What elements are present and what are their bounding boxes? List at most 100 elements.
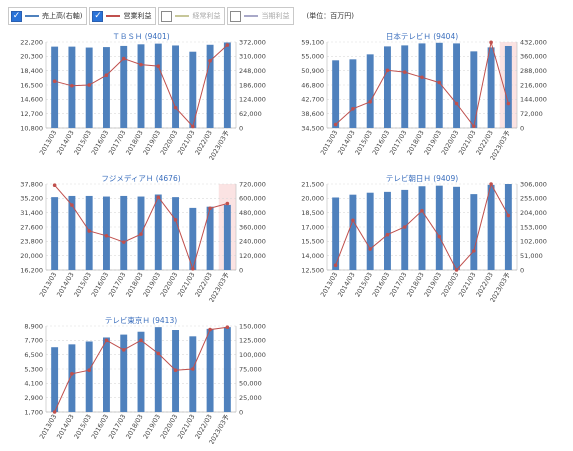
point-operating-profit bbox=[156, 64, 161, 68]
bar-sales bbox=[435, 185, 443, 270]
point-operating-profit bbox=[333, 263, 338, 268]
point-operating-profit bbox=[506, 213, 511, 218]
y-right-tick-label: 150,000 bbox=[239, 322, 266, 330]
point-operating-profit bbox=[225, 43, 230, 47]
y-left-tick-label: 20,300 bbox=[20, 53, 43, 61]
legend-item-net-profit[interactable]: 当期利益 bbox=[227, 7, 295, 25]
bar-sales bbox=[470, 194, 478, 270]
y-left-tick-label: 5,300 bbox=[24, 365, 43, 373]
checkbox-checked-icon[interactable]: ✓ bbox=[11, 10, 22, 22]
y-right-tick-label: 153,000 bbox=[520, 223, 547, 231]
point-operating-profit bbox=[52, 410, 57, 414]
y-left-tick-label: 2,900 bbox=[24, 394, 43, 402]
legend-label-operating-profit: 営業利益 bbox=[123, 12, 152, 20]
y-left-tick-label: 4,100 bbox=[24, 380, 43, 388]
bar-sales bbox=[120, 334, 128, 412]
y-left-tick-label: 10,800 bbox=[20, 124, 43, 132]
legend-item-operating-profit[interactable]: ✓ 営業利益 bbox=[89, 7, 157, 25]
y-left-tick-label: 14,600 bbox=[20, 96, 43, 104]
chart-panel-ntv: 日本テレビＨ (9404) 34,500 0 38,600 72,000 42,700 14… bbox=[285, 30, 565, 160]
y-right-tick-label: 310,000 bbox=[239, 53, 266, 61]
y-right-tick-label: 360,000 bbox=[520, 53, 547, 61]
point-operating-profit bbox=[173, 105, 178, 110]
y-left-tick-label: 31,400 bbox=[20, 209, 43, 217]
y-left-tick-label: 17,000 bbox=[301, 223, 324, 231]
bar-sales bbox=[206, 328, 214, 412]
y-left-tick-label: 59,100 bbox=[301, 38, 324, 46]
bar-sales bbox=[504, 45, 512, 128]
legend-label-ordinary-profit: 経常利益 bbox=[192, 12, 221, 20]
point-operating-profit bbox=[70, 371, 74, 376]
bar-sales bbox=[154, 194, 162, 270]
y-right-tick-label: 306,000 bbox=[520, 180, 547, 188]
point-operating-profit bbox=[52, 183, 57, 187]
y-left-tick-label: 27,600 bbox=[20, 223, 43, 231]
bar-sales bbox=[85, 341, 93, 412]
legend-label-sales: 売上高(右軸) bbox=[42, 12, 83, 20]
point-operating-profit bbox=[156, 195, 161, 199]
y-right-tick-label: 240,000 bbox=[239, 238, 266, 246]
y-left-tick-label: 46,800 bbox=[301, 81, 324, 89]
point-operating-profit bbox=[437, 234, 442, 239]
bar-sales bbox=[435, 42, 443, 128]
y-left-tick-label: 18,400 bbox=[20, 67, 43, 75]
point-operating-profit bbox=[173, 368, 178, 372]
point-operating-profit bbox=[104, 338, 109, 343]
y-right-tick-label: 100,000 bbox=[239, 351, 266, 359]
point-operating-profit bbox=[225, 325, 230, 329]
bar-sales bbox=[85, 195, 93, 270]
checkbox-unchecked-icon[interactable] bbox=[161, 10, 173, 22]
bar-sales bbox=[453, 186, 460, 270]
y-right-tick-label: 75,000 bbox=[239, 365, 262, 373]
y-left-tick-label: 55,000 bbox=[301, 53, 324, 61]
point-operating-profit bbox=[472, 124, 476, 129]
point-operating-profit bbox=[52, 79, 57, 84]
swatch-net-profit bbox=[244, 15, 259, 17]
bar-sales bbox=[120, 45, 128, 128]
bar-sales bbox=[172, 45, 179, 128]
point-operating-profit bbox=[420, 75, 424, 80]
bar-sales bbox=[154, 327, 162, 412]
y-left-tick-label: 20,000 bbox=[301, 195, 324, 203]
y-left-tick-label: 8,900 bbox=[24, 322, 43, 330]
bar-sales bbox=[103, 196, 110, 270]
y-left-tick-label: 12,700 bbox=[20, 110, 43, 118]
bar-sales bbox=[366, 192, 374, 270]
y-left-tick-label: 37,800 bbox=[20, 180, 43, 188]
legend-item-sales[interactable]: ✓ 売上高(右軸) bbox=[8, 7, 88, 25]
y-right-tick-label: 72,000 bbox=[520, 110, 543, 118]
bar-sales bbox=[487, 47, 495, 128]
legend-item-ordinary-profit[interactable]: 経常利益 bbox=[158, 7, 226, 25]
bar-sales bbox=[68, 195, 76, 270]
y-left-tick-label: 21,500 bbox=[301, 180, 324, 188]
checkbox-checked-icon[interactable]: ✓ bbox=[92, 10, 104, 22]
y-right-tick-label: 360,000 bbox=[239, 223, 266, 231]
point-operating-profit bbox=[139, 62, 143, 67]
y-left-tick-label: 50,900 bbox=[301, 67, 324, 75]
point-operating-profit bbox=[121, 56, 126, 61]
bar-sales bbox=[137, 331, 145, 412]
y-left-tick-label: 23,800 bbox=[20, 238, 43, 246]
y-right-tick-label: 50,000 bbox=[239, 380, 262, 388]
checkbox-unchecked-icon[interactable] bbox=[230, 10, 242, 22]
point-operating-profit bbox=[351, 106, 355, 111]
bar-sales bbox=[384, 191, 391, 270]
point-operating-profit bbox=[173, 218, 178, 222]
y-right-tick-label: 102,000 bbox=[520, 238, 547, 246]
y-left-tick-label: 20,000 bbox=[20, 252, 43, 260]
y-left-tick-label: 12,500 bbox=[301, 266, 324, 274]
point-operating-profit bbox=[420, 208, 424, 213]
y-right-tick-label: 432,000 bbox=[520, 38, 547, 46]
point-operating-profit bbox=[454, 101, 459, 106]
y-right-tick-label: 204,000 bbox=[520, 209, 547, 217]
chart-title: テレビ朝日Ｈ (9409) bbox=[386, 174, 458, 183]
point-operating-profit bbox=[489, 40, 493, 45]
point-operating-profit bbox=[454, 268, 459, 272]
chart-panel-tbs: ＴＢＳＨ (9401) 10,800 0 12,700 62,000 14,600 124,… bbox=[4, 30, 284, 160]
point-operating-profit bbox=[104, 233, 109, 238]
bar-sales bbox=[154, 43, 162, 128]
bar-sales bbox=[51, 46, 59, 128]
point-operating-profit bbox=[191, 267, 195, 271]
bar-sales bbox=[349, 194, 357, 270]
y-right-tick-label: 255,000 bbox=[520, 195, 547, 203]
